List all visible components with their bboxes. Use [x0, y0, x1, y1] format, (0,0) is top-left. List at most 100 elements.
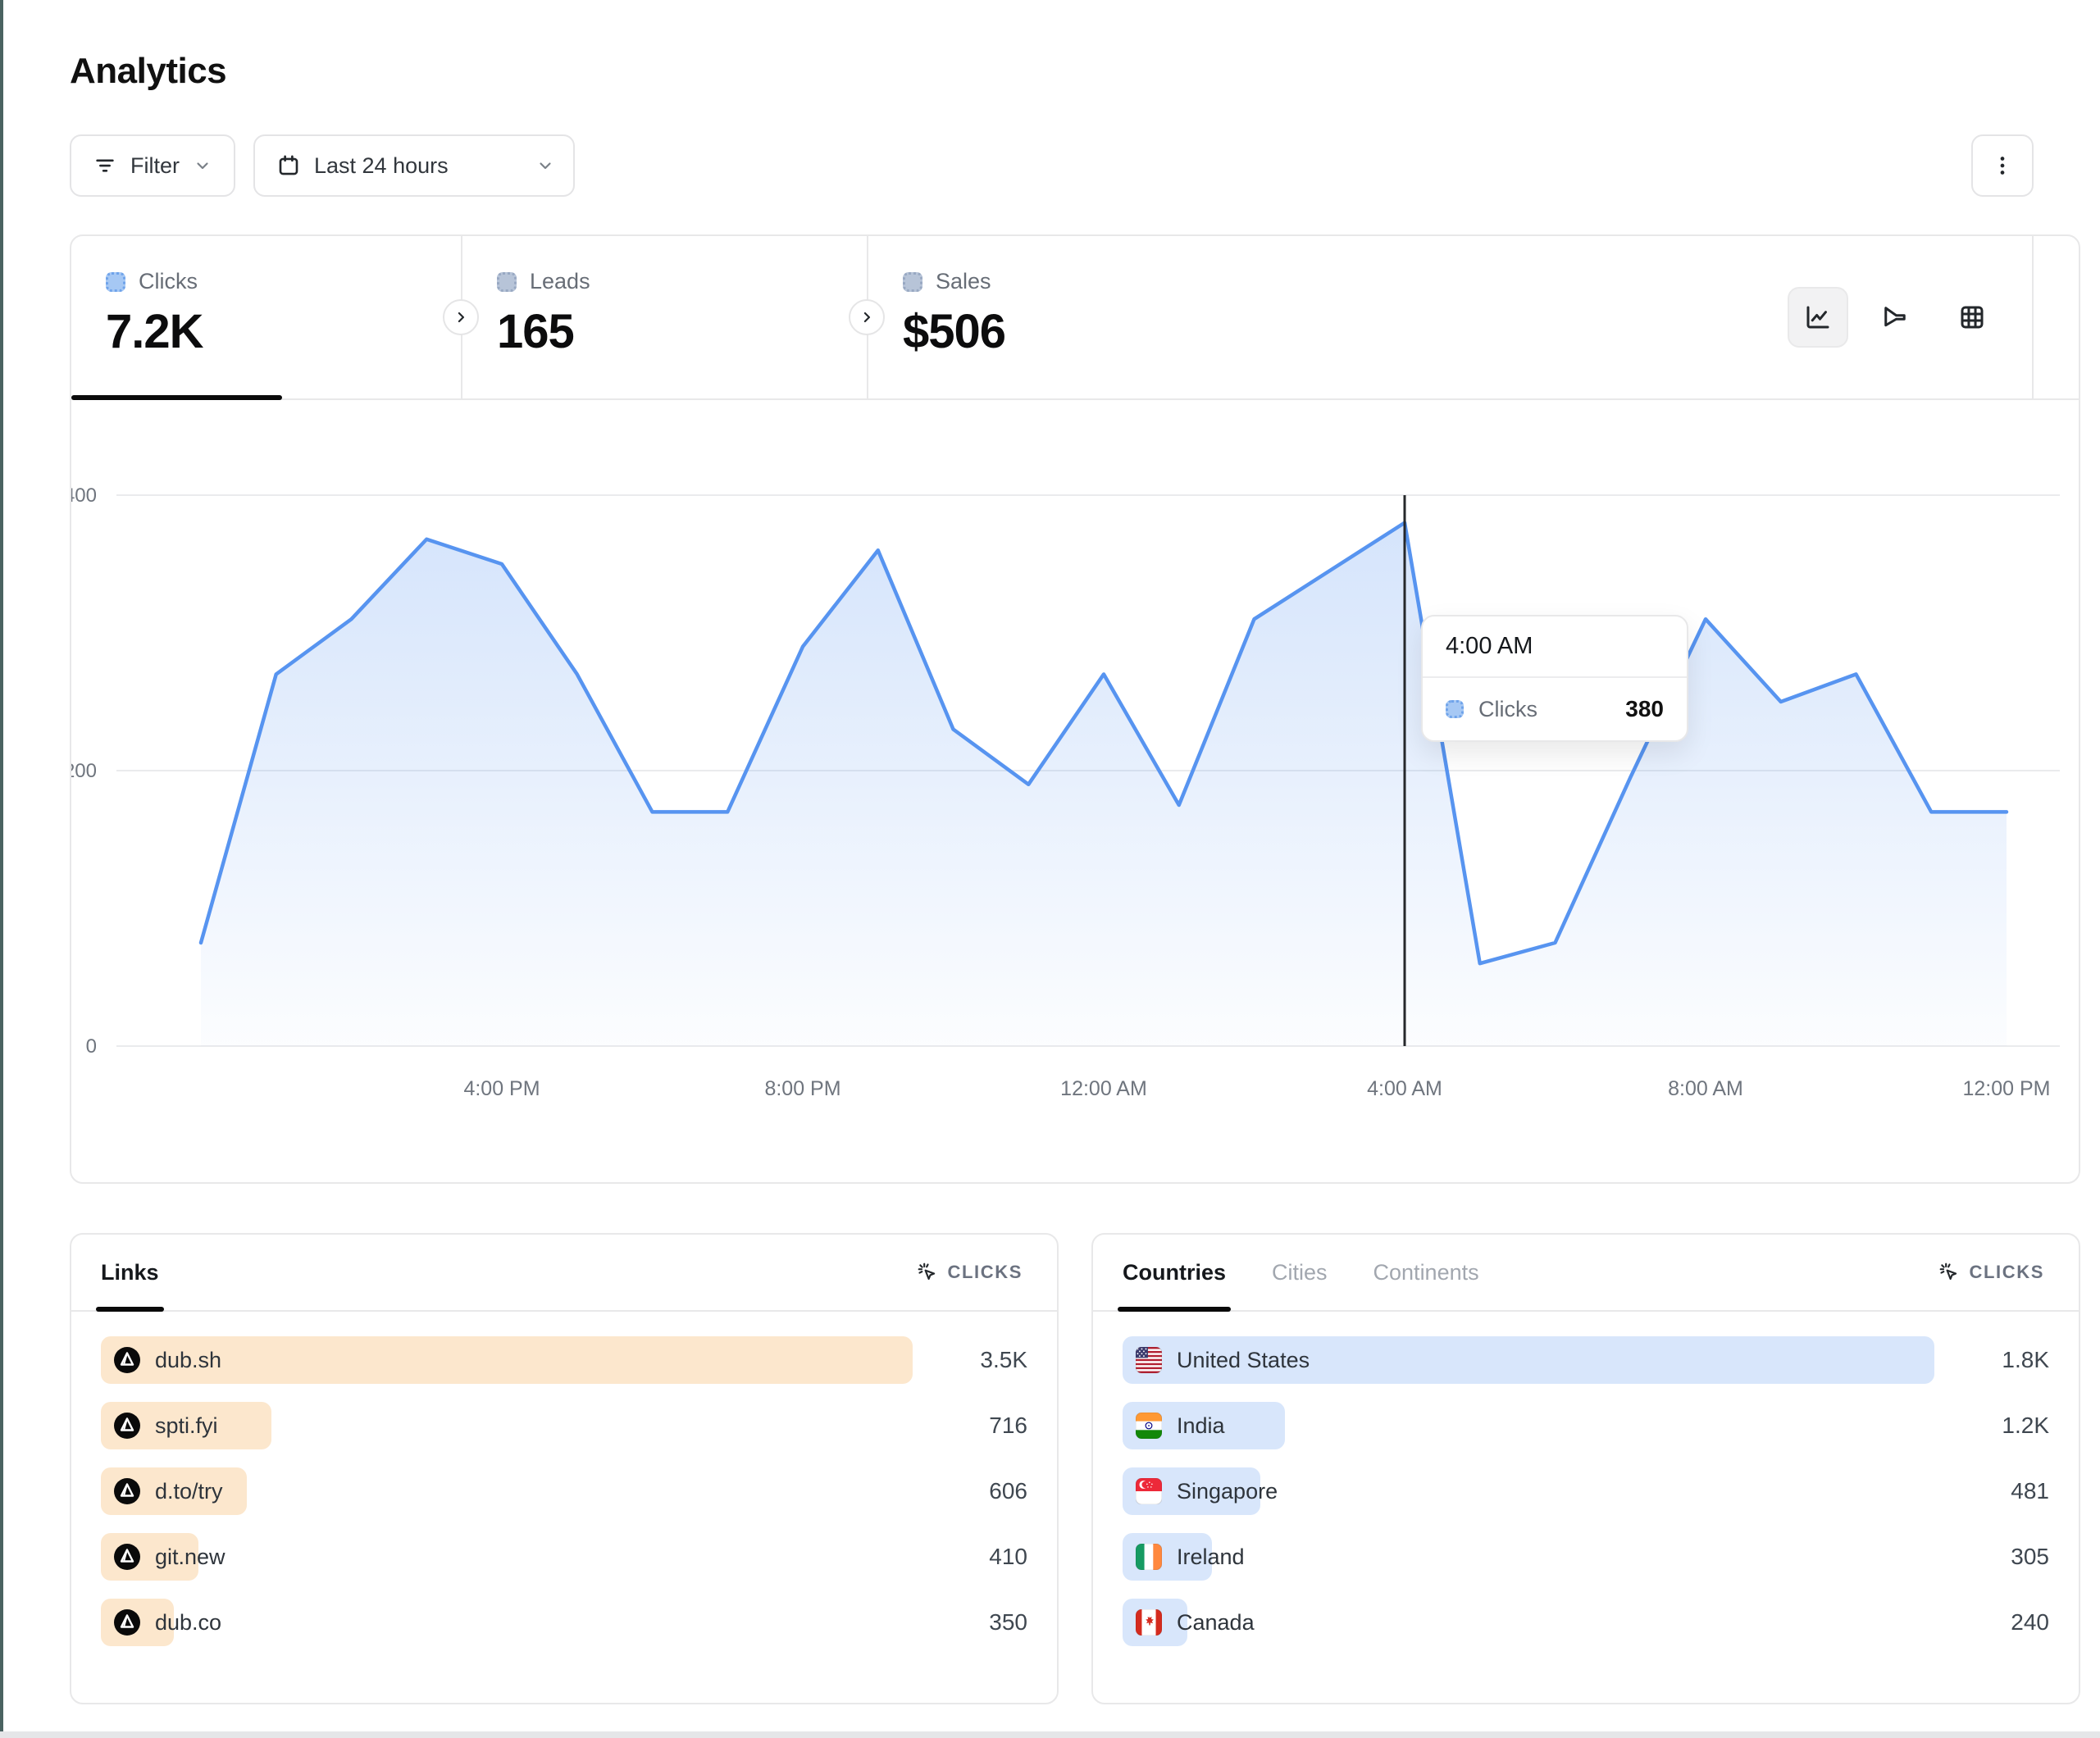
- stat-label: Sales: [936, 269, 991, 293]
- clicks-area-chart[interactable]: 0 200 400 4:00 PM 8:00 PM 12:00 AM 4:00 AM 8:00…: [71, 400, 2079, 1184]
- stat-label-row: Clicks: [106, 269, 461, 294]
- stat-tab-divider: [2032, 236, 2034, 398]
- tooltip-value: 380: [1625, 696, 1664, 721]
- row-label: d.to/try: [155, 1478, 223, 1504]
- chevron-down-icon: [193, 156, 212, 175]
- list-item-dub-co[interactable]: dub.co 350: [101, 1599, 1027, 1646]
- stat-tab-sales[interactable]: Sales $506: [868, 236, 1788, 398]
- tab-links[interactable]: Links: [96, 1235, 164, 1312]
- stat-tab-divider: [443, 236, 479, 398]
- x-axis-label: 12:00 AM: [1060, 1077, 1147, 1100]
- list-item-git-new[interactable]: git.new 410: [101, 1533, 1027, 1581]
- tab-label: Countries: [1123, 1259, 1227, 1285]
- table-view-button[interactable]: [1942, 287, 2002, 348]
- dub-logo-icon: [114, 1347, 140, 1373]
- row-label: dub.sh: [155, 1347, 222, 1372]
- list-item-united-states[interactable]: United States 1.8K: [1123, 1336, 2049, 1384]
- chevron-right-icon: [859, 309, 875, 325]
- clicks-legend-swatch: [1446, 700, 1464, 718]
- in-flag-icon: [1136, 1413, 1162, 1439]
- row-label: Canada: [1177, 1609, 1255, 1635]
- countries-panel-header: Countries Cities Continents CLICKS: [1093, 1235, 2079, 1312]
- row-label: Ireland: [1177, 1544, 1245, 1569]
- row-content: dub.sh: [101, 1347, 221, 1373]
- sg-flag-icon: [1136, 1478, 1162, 1504]
- ca-flag-icon: [1136, 1609, 1162, 1636]
- row-label: India: [1177, 1413, 1225, 1438]
- stat-tab-leads[interactable]: Leads 165: [462, 236, 867, 398]
- area-fill: [201, 522, 2007, 1046]
- leads-legend-swatch: [497, 271, 517, 292]
- stats-tabs: Clicks 7.2K Leads 165 Sales $506: [71, 236, 2079, 400]
- chart-canvas: 0 200 400 4:00 PM 8:00 PM 12:00 AM 4:00 AM 8:00…: [71, 485, 2060, 1100]
- list-item-ireland[interactable]: Ireland 305: [1123, 1533, 2049, 1581]
- x-axis-label: 12:00 PM: [1962, 1077, 2050, 1100]
- x-axis-label: 4:00 PM: [463, 1077, 540, 1100]
- spacer: [2034, 236, 2079, 398]
- row-label: dub.co: [155, 1609, 222, 1635]
- funnel-view-button[interactable]: [1865, 287, 1925, 348]
- breakdown-panels: Links CLICKS dub.sh 3.5K spti.fyi 716 d.to/t…: [70, 1233, 2080, 1704]
- list-item-dub-sh[interactable]: dub.sh 3.5K: [101, 1336, 1027, 1384]
- row-value: 410: [989, 1544, 1027, 1569]
- filter-button[interactable]: Filter: [70, 134, 235, 197]
- row-content: United States: [1123, 1347, 1310, 1373]
- more-options-button[interactable]: [1971, 134, 2034, 197]
- row-content: spti.fyi: [101, 1413, 218, 1439]
- line-chart-view-button[interactable]: [1788, 287, 1848, 348]
- list-item-india[interactable]: India 1.2K: [1123, 1402, 2049, 1449]
- links-metric-label: CLICKS: [947, 1262, 1023, 1282]
- tab-links-label: Links: [101, 1259, 159, 1285]
- row-content: Singapore: [1123, 1478, 1278, 1504]
- row-value: 716: [989, 1413, 1027, 1438]
- tab-cities[interactable]: Cities: [1272, 1235, 1328, 1310]
- stat-label: Leads: [530, 269, 590, 293]
- sales-legend-swatch: [903, 271, 922, 292]
- funnel-icon: [1880, 303, 1910, 332]
- list-item-canada[interactable]: Canada 240: [1123, 1599, 2049, 1646]
- next-section-edge: [0, 1731, 2100, 1738]
- dub-logo-icon: [114, 1478, 140, 1504]
- countries-metric-selector[interactable]: CLICKS: [1934, 1261, 2050, 1284]
- y-axis-label: 400: [71, 485, 97, 507]
- chart-line-icon: [1803, 303, 1833, 332]
- date-range-label: Last 24 hours: [314, 152, 449, 178]
- date-range-button[interactable]: Last 24 hours: [253, 134, 575, 197]
- cursor-click-icon: [917, 1262, 938, 1283]
- chevron-right-button[interactable]: [443, 299, 479, 335]
- row-value: 3.5K: [980, 1347, 1027, 1372]
- stat-value: $506: [903, 305, 1006, 358]
- tooltip-time: 4:00 AM: [1423, 616, 1687, 678]
- stat-label: Clicks: [139, 269, 198, 293]
- tab-label: Cities: [1272, 1259, 1328, 1285]
- list-item-spti-fyi[interactable]: spti.fyi 716: [101, 1402, 1027, 1449]
- clicks-line: [198, 521, 2009, 966]
- links-metric-selector[interactable]: CLICKS: [912, 1261, 1028, 1284]
- chevron-right-button[interactable]: [849, 299, 885, 335]
- x-axis-label: 8:00 AM: [1668, 1077, 1743, 1100]
- list-item-d-to-try[interactable]: d.to/try 606: [101, 1467, 1027, 1515]
- tab-continents[interactable]: Continents: [1373, 1235, 1479, 1310]
- toolbar: Filter Last 24 hours: [70, 134, 2080, 197]
- active-stat-indicator: [71, 395, 282, 400]
- links-list: dub.sh 3.5K spti.fyi 716 d.to/try 606 git.new 4…: [71, 1312, 1057, 1671]
- dub-logo-icon: [114, 1544, 140, 1570]
- list-item-singapore[interactable]: Singapore 481: [1123, 1467, 2049, 1515]
- row-label: spti.fyi: [155, 1413, 218, 1438]
- tab-label: Continents: [1373, 1259, 1479, 1285]
- stat-label-row: Leads: [497, 269, 867, 294]
- stat-label-row: Sales: [903, 269, 1788, 294]
- filter-button-label: Filter: [130, 152, 180, 178]
- value-bar: [101, 1336, 913, 1384]
- row-value: 1.2K: [2002, 1413, 2049, 1438]
- row-value: 1.8K: [2002, 1347, 2049, 1372]
- row-value: 305: [2011, 1544, 2049, 1569]
- window-edge-accent: [0, 0, 3, 1738]
- dub-logo-icon: [114, 1609, 140, 1636]
- x-axis-label: 8:00 PM: [764, 1077, 840, 1100]
- tab-countries[interactable]: Countries: [1118, 1235, 1232, 1312]
- stat-tab-clicks[interactable]: Clicks 7.2K: [71, 236, 461, 400]
- row-content: Ireland: [1123, 1544, 1245, 1570]
- row-content: Canada: [1123, 1609, 1255, 1636]
- filter-icon: [93, 153, 117, 178]
